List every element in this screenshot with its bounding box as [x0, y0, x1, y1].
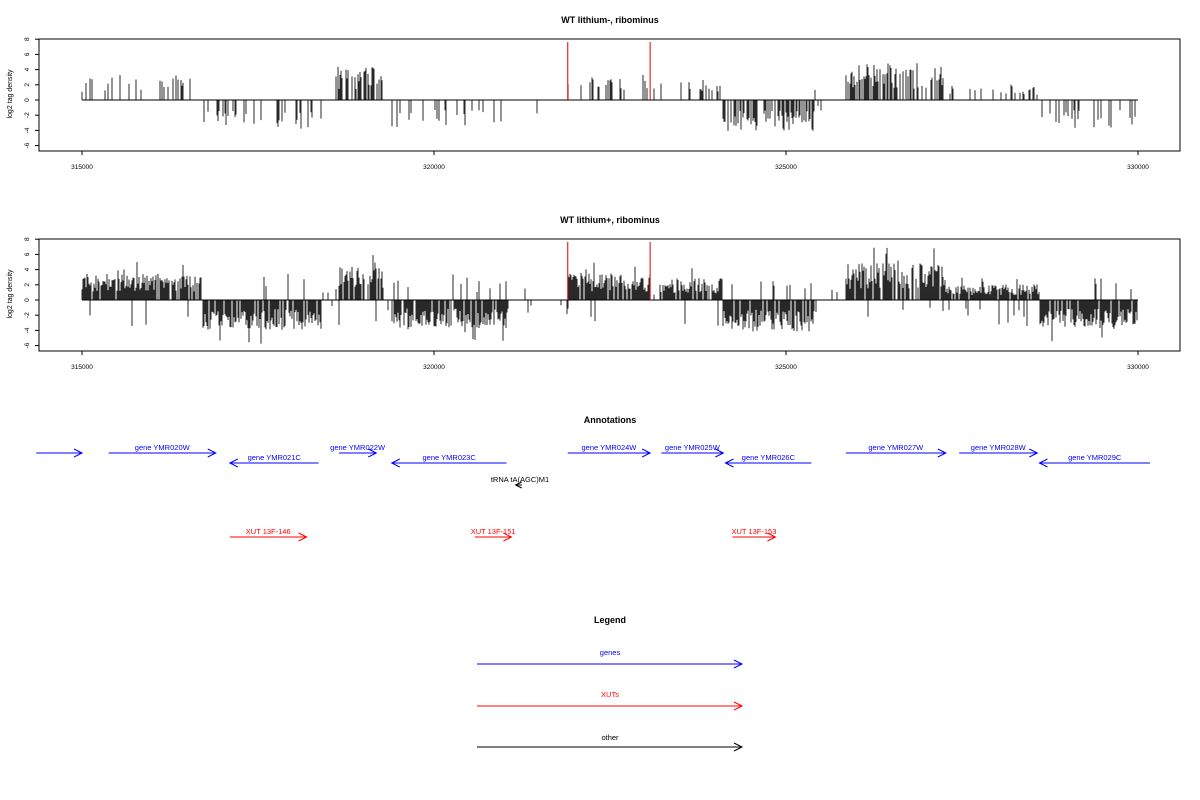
panel-1-y-tick-label: 0 — [24, 98, 31, 102]
panel-2-ylabel: log2 tag density — [7, 269, 14, 319]
gene-label: gene YMR027W — [868, 443, 924, 452]
legend-item-other-arrowhead — [733, 742, 744, 752]
gene-arrowhead — [1029, 448, 1039, 458]
gene-label: gene YMR026C — [742, 453, 796, 462]
panel-1-x-axis: 315000 320000 325000 330000 — [71, 151, 1149, 171]
legend: Legend genes XUTs other — [477, 615, 744, 752]
panel-2-y-tick-label: -4 — [24, 327, 31, 333]
other-features: tRNA tA(AGC)M1 — [491, 475, 549, 489]
legend-item-xuts-arrowhead — [733, 701, 744, 711]
gene-arrowhead — [715, 448, 725, 458]
track-panel-2: WT lithium+, ribominus log2 tag density … — [7, 215, 1181, 371]
panel-2-frame — [38, 238, 1181, 352]
xut-arrowhead — [298, 532, 308, 542]
gene-label: gene YMR024W — [581, 443, 637, 452]
xut-arrowhead — [503, 532, 513, 542]
gene-label: gene YMR021C — [248, 453, 302, 462]
gene-arrowhead — [207, 448, 217, 458]
gene-label: gene YMR020W — [135, 443, 191, 452]
panel-1-x-tick-label: 330000 — [1127, 164, 1149, 171]
xut-features: XUT 13F-146 XUT 13F-151 XUT 13F-153 — [229, 527, 777, 542]
panel-1-y-axis: 8 6 4 2 0 -2 -4 -6 — [24, 37, 39, 148]
xut-label: XUT 13F-146 — [246, 527, 291, 536]
gene-label: gene YMR025W — [665, 443, 721, 452]
panel-1-markers — [567, 42, 651, 100]
gene-label: gene YMR023C — [423, 453, 477, 462]
panel-2-x-tick-label: 315000 — [71, 364, 93, 371]
gene-arrowhead — [937, 448, 947, 458]
panel-1-ylabel: log2 tag density — [7, 69, 14, 119]
gene-label: gene YMR029C — [1068, 453, 1122, 462]
panel-2-y-tick-label: 8 — [24, 237, 31, 241]
gene-arrowhead — [390, 458, 400, 468]
panel-1-x-tick-label: 320000 — [423, 164, 445, 171]
gene-arrowhead — [368, 448, 378, 458]
panel-2-x-axis: 315000 320000 325000 330000 — [71, 351, 1149, 371]
panel-2-y-tick-label: -6 — [24, 342, 31, 348]
panel-2-y-axis: 8 6 4 2 0 -2 -4 -6 — [24, 237, 39, 348]
panel-2-x-tick-label: 325000 — [775, 364, 797, 371]
gene-arrowhead — [228, 458, 239, 468]
legend-item-other-label: other — [601, 733, 619, 742]
xut-label: XUT 13F-153 — [732, 527, 777, 536]
gene-label: gene YMR028W — [971, 443, 1027, 452]
panel-2-title: WT lithium+, ribominus — [560, 215, 660, 225]
xut-arrowhead — [767, 532, 777, 542]
xut-label: XUT 13F-151 — [471, 527, 516, 536]
panel-1-y-tick-label: 2 — [24, 83, 31, 87]
panel-2-x-tick-label: 320000 — [423, 364, 445, 371]
panel-2-y-tick-label: 6 — [24, 252, 31, 256]
gene-arrowhead — [1038, 458, 1048, 468]
panel-2-y-tick-label: 0 — [24, 298, 31, 302]
panel-1-y-tick-label: 6 — [24, 52, 31, 56]
gene-arrowhead — [73, 448, 84, 458]
panel-2-y-tick-label: 2 — [24, 283, 31, 287]
panel-2-signal-path — [81, 247, 1138, 344]
panel-1-y-tick-label: -6 — [24, 142, 31, 148]
panel-1-x-tick-label: 315000 — [71, 164, 93, 171]
legend-item-xuts-label: XUTs — [601, 690, 619, 699]
panel-1-frame — [38, 38, 1181, 152]
panel-1-signal-bars — [81, 63, 1136, 131]
gene-label: gene YMR022W — [330, 443, 386, 452]
legend-item-genes-arrowhead — [733, 659, 744, 669]
panel-2-x-tick-label: 330000 — [1127, 364, 1149, 371]
panel-1-title: WT lithium-, ribominus — [561, 15, 659, 25]
gene-arrowhead — [724, 458, 734, 468]
panel-2-y-tick-label: 4 — [24, 267, 31, 271]
panel-1-y-tick-label: -2 — [24, 112, 31, 118]
panel-1-y-tick-label: 8 — [24, 37, 31, 41]
panel-1-y-tick-label: -4 — [24, 127, 31, 133]
legend-item-genes-label: genes — [600, 648, 621, 657]
gene-features: gene YMR020W gene YMR021C gene YMR022W gene… — [36, 443, 1150, 468]
panel-1-y-tick-label: 4 — [24, 67, 31, 71]
gene-arrowhead — [641, 448, 652, 458]
track-panel-1: WT lithium-, ribominus log2 tag density … — [7, 15, 1181, 171]
panel-2-signal-bars — [81, 247, 1138, 344]
annotations-title: Annotations — [584, 415, 637, 425]
legend-title: Legend — [594, 615, 626, 625]
other-label: tRNA tA(AGC)M1 — [491, 475, 549, 484]
panel-1-x-tick-label: 325000 — [775, 164, 797, 171]
other-arrowhead — [514, 481, 522, 489]
panel-2-y-tick-label: -2 — [24, 312, 31, 318]
panel-2-markers — [567, 242, 651, 300]
panel-1-signal-path — [81, 63, 1136, 131]
